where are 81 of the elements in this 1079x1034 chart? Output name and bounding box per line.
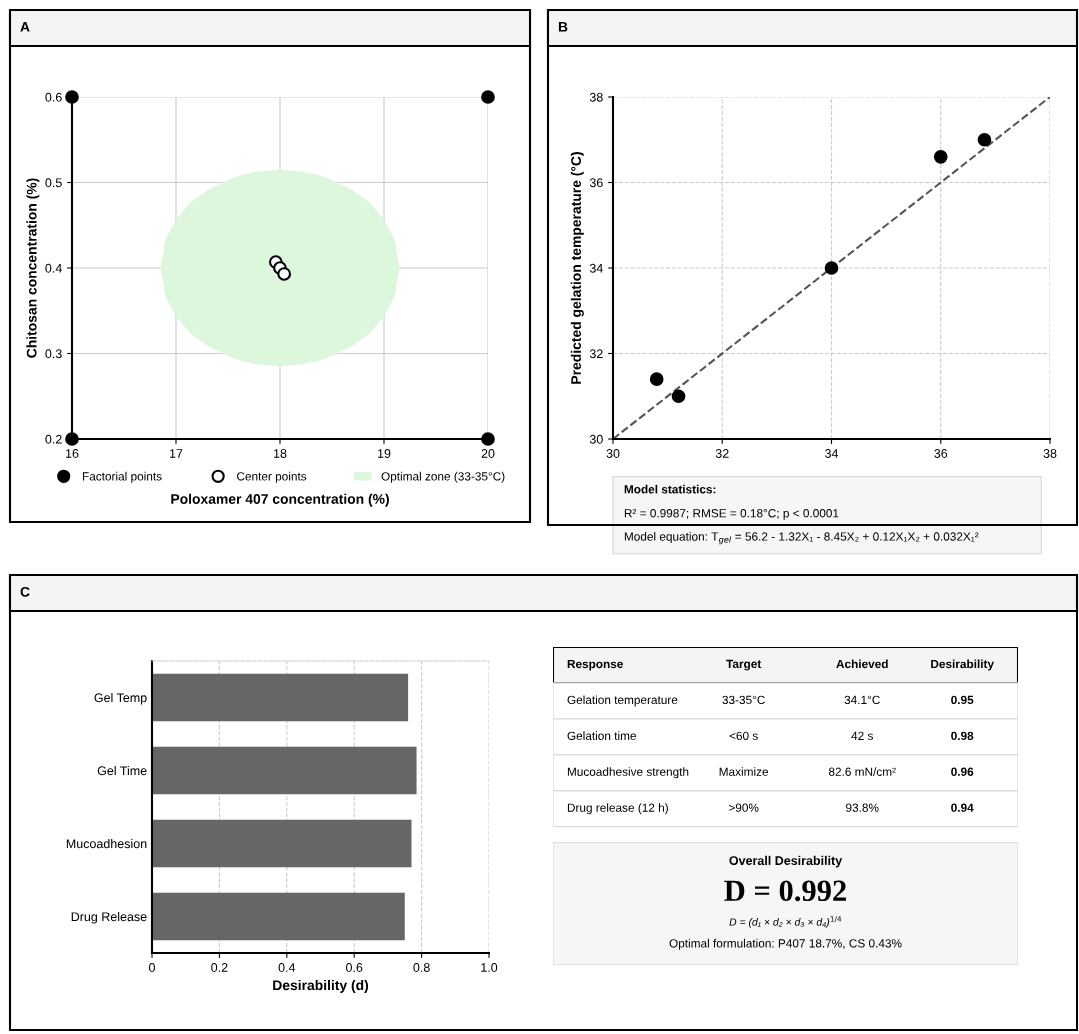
- point: [481, 432, 495, 446]
- point: [933, 150, 948, 164]
- y-tick-label: 38: [589, 92, 603, 102]
- y-tick-label: Drug Release: [71, 911, 147, 924]
- text: 82.6 mN/cm²: [828, 767, 896, 776]
- point: [65, 90, 79, 104]
- category-label: Target: [726, 659, 762, 671]
- text: 0.98: [951, 731, 974, 740]
- point: [649, 372, 664, 386]
- x-tick-label: 36: [934, 449, 948, 458]
- text: <60 s: [729, 731, 758, 740]
- category-label: Response: [567, 659, 623, 671]
- y-tick-label: 0.2: [45, 434, 62, 444]
- x-tick-label: 1.0: [481, 963, 498, 972]
- point: [481, 90, 495, 104]
- text: D = 0.992: [724, 880, 846, 902]
- text: 0.95: [951, 695, 974, 705]
- text: 0.96: [951, 767, 974, 776]
- x-tick-label: 0.4: [278, 963, 296, 972]
- y-tick-label: 30: [589, 434, 603, 444]
- text: 42 s: [851, 731, 873, 740]
- bar: [152, 819, 412, 868]
- text: >90%: [728, 803, 759, 812]
- y-axis-title: Predicted gelation temperature (°C): [570, 152, 584, 384]
- text: Maximize: [719, 767, 769, 776]
- text: Gelation time: [567, 731, 636, 740]
- point: [65, 432, 79, 446]
- x-tick-label: 16: [66, 449, 79, 458]
- point: [977, 132, 992, 147]
- bar: [152, 746, 417, 795]
- x-tick-label: 0: [149, 963, 155, 972]
- y-tick-label: 34: [589, 263, 603, 273]
- legend-label: Optimal zone (33-35°C): [381, 471, 505, 483]
- x-tick-label: 0.8: [413, 963, 430, 972]
- y-tick-label: 0.6: [45, 92, 62, 102]
- y-tick-label: 36: [589, 178, 603, 188]
- legend-label: Factorial points: [82, 471, 162, 483]
- y-tick-label: Gel Time: [97, 765, 147, 776]
- y-tick-label: 0.5: [45, 178, 62, 188]
- y-axis-title: Chitosan concentration (%): [26, 178, 40, 358]
- x-tick-label: 0.6: [346, 963, 363, 972]
- x-tick-label: 17: [170, 449, 183, 458]
- x-tick-label: 32: [715, 449, 729, 458]
- bar: [152, 673, 409, 722]
- text: Overall Desirability: [729, 855, 843, 868]
- x-axis-title: Desirability (d): [273, 979, 369, 993]
- text: Gelation temperature: [567, 695, 678, 707]
- x-tick-label: 38: [1043, 449, 1057, 458]
- x-tick-label: 20: [481, 449, 495, 458]
- bar: [152, 892, 405, 941]
- point: [824, 261, 839, 275]
- y-tick-label: Gel Temp: [94, 692, 147, 705]
- text: Drug release (12 h): [567, 803, 668, 815]
- chart-title: B: [558, 22, 568, 32]
- chart-title: A: [20, 22, 30, 32]
- text: Optimal formulation: P407 18.7%, CS 0.43%: [669, 938, 902, 950]
- x-tick-label: 18: [274, 449, 287, 458]
- x-tick-label: 34: [825, 449, 839, 458]
- category-label: Desirability: [931, 659, 994, 671]
- x-tick-label: 0.2: [211, 963, 228, 972]
- text: 33-35°C: [722, 695, 765, 705]
- text: Mucoadhesive strength: [567, 767, 689, 779]
- text: Model statistics:: [624, 484, 716, 494]
- y-tick-label: Mucoadhesion: [66, 838, 147, 849]
- x-tick-label: 19: [378, 449, 391, 458]
- y-tick-label: 0.4: [45, 263, 62, 273]
- legend-label: Center points: [237, 471, 307, 483]
- text: 93.8%: [846, 803, 879, 812]
- point: [671, 389, 686, 404]
- x-axis-title: Poloxamer 407 concentration (%): [171, 493, 389, 507]
- category-label: Achieved: [836, 659, 888, 669]
- text: R² = 0.9987; RMSE = 0.18°C; p < 0.0001: [624, 509, 839, 520]
- y-tick-label: 0.3: [45, 349, 62, 359]
- text: 0.94: [951, 803, 974, 812]
- text: C: [20, 586, 30, 597]
- text: 34.1°C: [844, 695, 880, 705]
- point: [277, 267, 292, 281]
- x-tick-label: 30: [606, 449, 620, 458]
- text: Model equation: T$_{gel}$ = 56.2 - 1.32X₁ - 8.45X₂ + 0.12X₁X₂ + 0.032X₁²: [624, 532, 979, 545]
- y-tick-label: 32: [589, 349, 603, 359]
- text: D = (d₁ × d₂ × d₃ × d₄)$^{1/4}$: [729, 916, 842, 928]
